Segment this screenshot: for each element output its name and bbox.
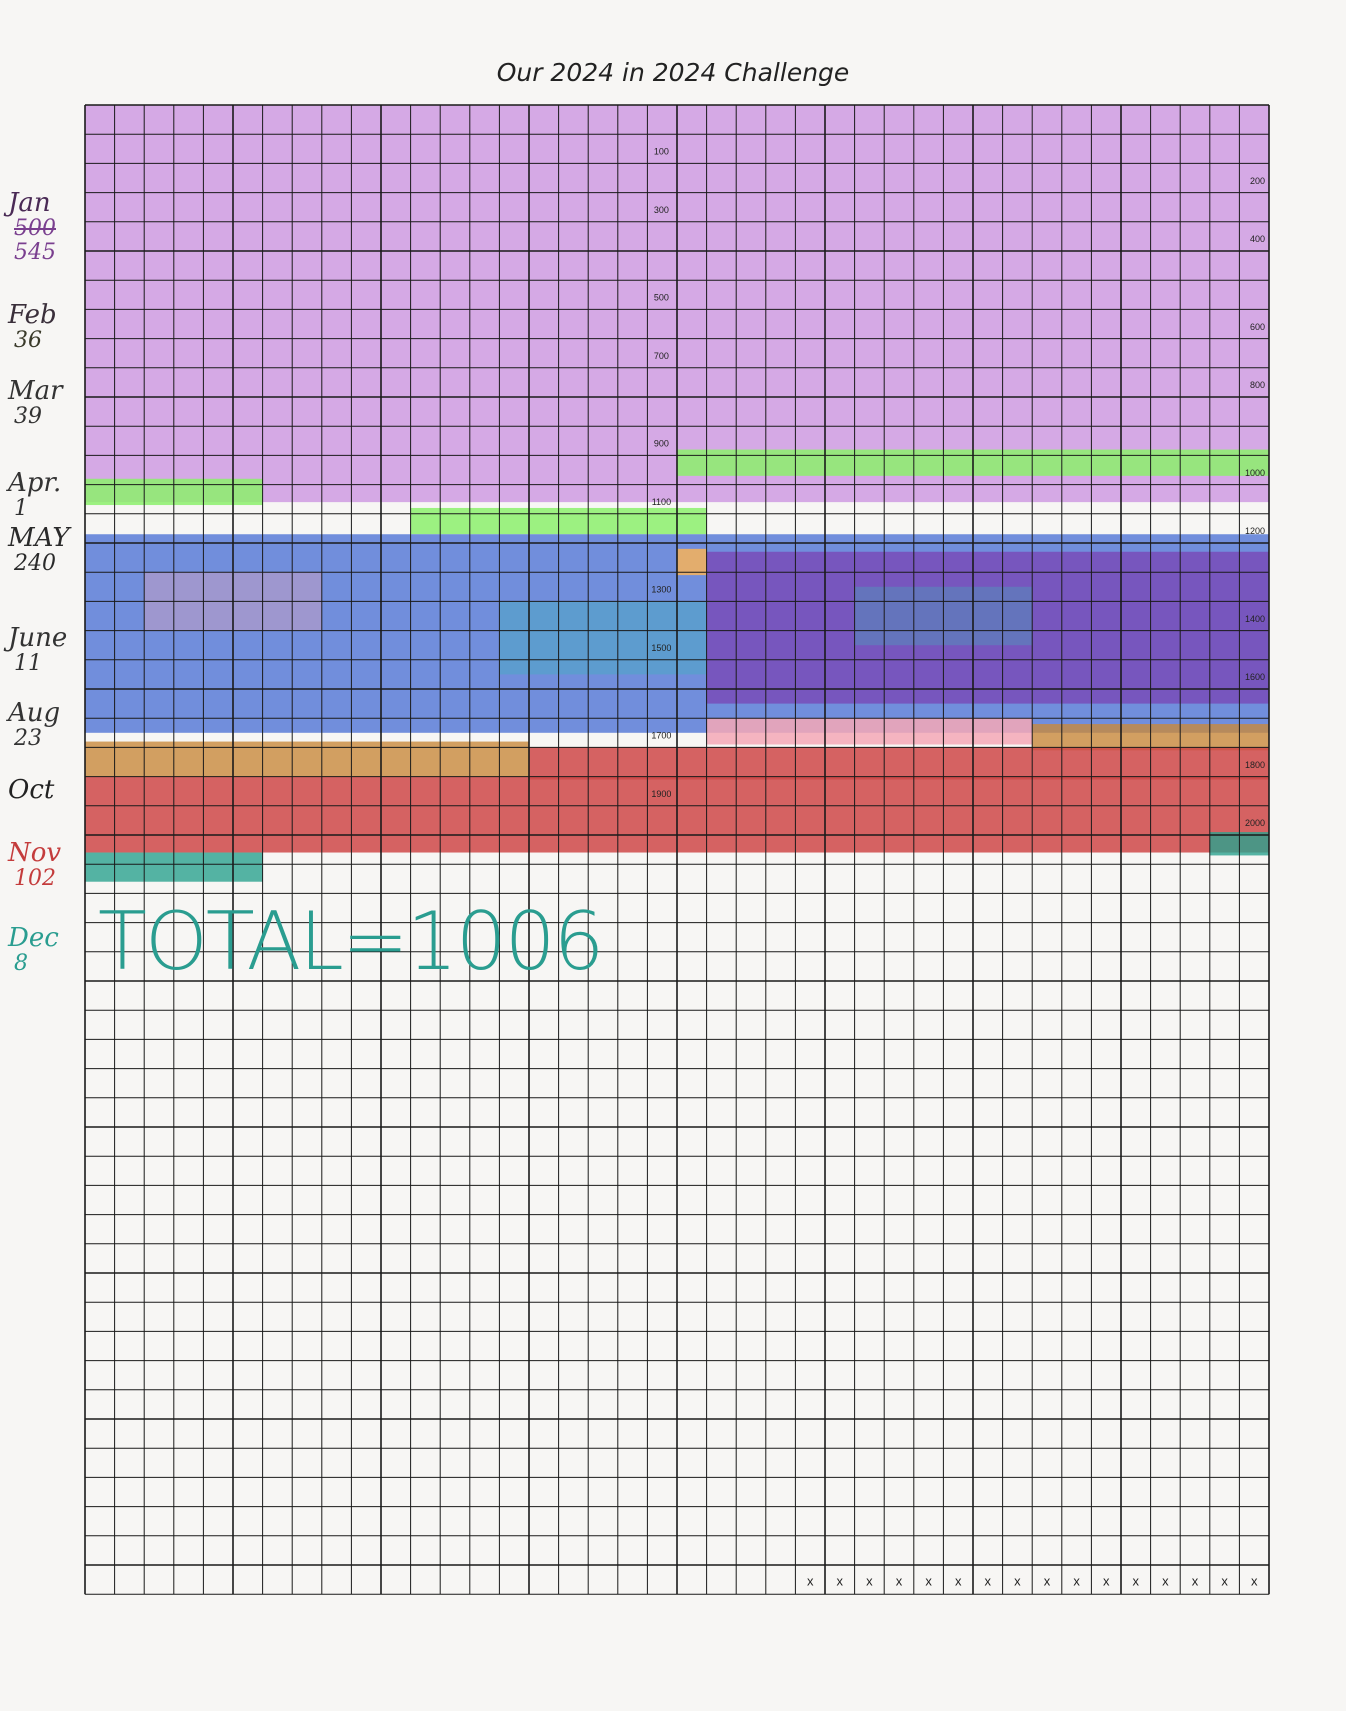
month-value: 39	[14, 404, 42, 429]
x-mark: x	[1192, 1573, 1199, 1588]
month-value: 102	[14, 866, 56, 891]
grid-count-label: 1400	[1245, 614, 1265, 624]
grid-count-label: 800	[1250, 380, 1265, 390]
x-mark: x	[925, 1573, 932, 1588]
grid-count-label: 300	[654, 205, 669, 215]
grid-count-label: 1200	[1245, 526, 1265, 536]
month-name: June	[8, 623, 68, 653]
grid-count-label: 2000	[1245, 818, 1265, 828]
grid-count-label: 400	[1250, 234, 1265, 244]
may-fill	[499, 601, 707, 675]
x-mark: x	[1073, 1573, 1080, 1588]
grid-count-label: 500	[654, 293, 669, 303]
grid-count-label: 1900	[651, 789, 671, 799]
x-mark: x	[955, 1573, 962, 1588]
apr-fill	[677, 548, 707, 576]
x-mark: x	[1251, 1573, 1258, 1588]
grid-count-label: 1300	[651, 585, 671, 595]
grid-count-label: 900	[654, 439, 669, 449]
aug-fill	[85, 741, 529, 777]
month-struck-value: 500	[14, 216, 56, 241]
grid-count-label: 1000	[1245, 468, 1265, 478]
grid-count-label: 600	[1250, 322, 1265, 332]
may-fill	[706, 551, 1269, 704]
month-name: Mar	[8, 376, 63, 406]
grid-count-label: 200	[1250, 176, 1265, 186]
month-name: Dec	[8, 923, 59, 953]
month-name: Jan	[8, 188, 51, 218]
x-mark: x	[1162, 1573, 1169, 1588]
x-mark: x	[1044, 1573, 1051, 1588]
x-mark: x	[1014, 1573, 1021, 1588]
month-name: Nov	[8, 838, 62, 868]
month-value: 8	[14, 951, 28, 976]
x-mark: x	[1221, 1573, 1228, 1588]
x-mark: x	[837, 1573, 844, 1588]
grid-count-label: 1700	[651, 731, 671, 741]
total-annotation: TOTAL=1006	[98, 895, 604, 988]
grid-count-label: 1500	[651, 643, 671, 653]
page-title: Our 2024 in 2024 Challenge	[496, 58, 850, 87]
x-mark: x	[866, 1573, 873, 1588]
grid-count-label: 1600	[1245, 672, 1265, 682]
month-name: Apr.	[8, 468, 62, 498]
month-value: 545	[14, 240, 56, 265]
grid-count-labels: 100 200 300 400 500 600 700 800 900 1000 1100 1200 1…	[651, 147, 1265, 829]
grid-count-label: 700	[654, 351, 669, 361]
x-mark: x	[985, 1573, 992, 1588]
month-name: Oct	[8, 775, 55, 805]
grid-count-label: 1800	[1245, 760, 1265, 770]
x-mark: x	[896, 1573, 903, 1588]
month-value: 1	[14, 496, 28, 521]
grid-count-label: 100	[654, 147, 669, 157]
month-value: 240	[14, 551, 56, 576]
month-name: Feb	[8, 300, 57, 330]
x-mark: x	[1133, 1573, 1140, 1588]
x-mark: x	[807, 1573, 814, 1588]
june-fill	[706, 718, 1033, 745]
month-value: 36	[14, 328, 42, 353]
grid-count-label: 1100	[652, 497, 671, 507]
month-name: MAY	[8, 523, 70, 553]
grid-lines	[84, 104, 1270, 1595]
nov-fill	[529, 747, 1269, 780]
month-value: 11	[14, 651, 42, 676]
x-mark: x	[1103, 1573, 1110, 1588]
month-name: Aug	[8, 698, 61, 728]
month-value: 23	[14, 726, 42, 751]
